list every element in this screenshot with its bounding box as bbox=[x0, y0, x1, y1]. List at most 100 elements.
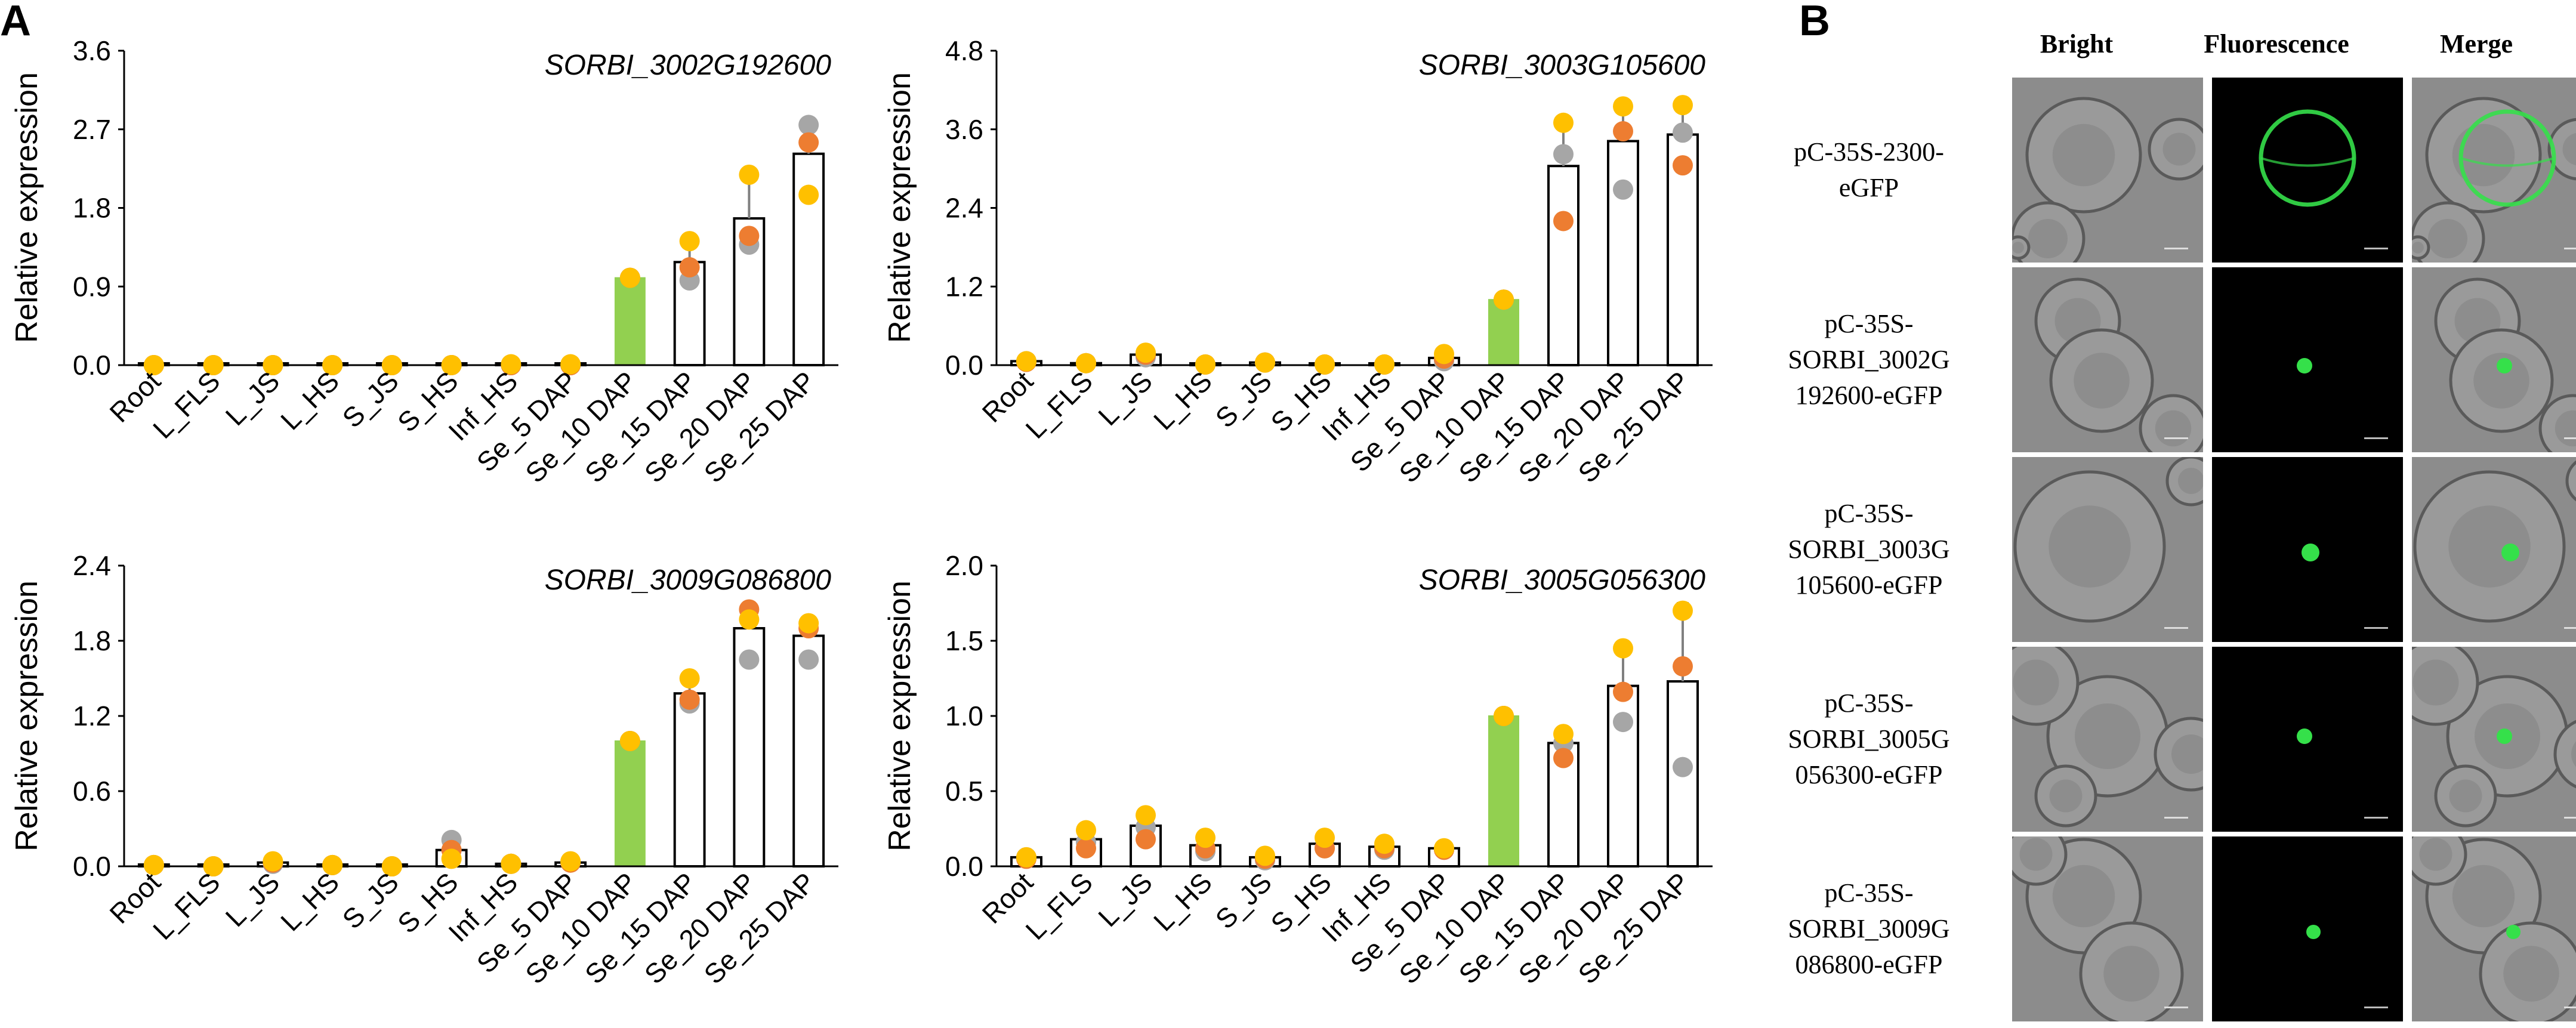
chart-2-replicate-dot-yellow bbox=[1374, 354, 1395, 375]
chart-1-y-tick-label: 0.9 bbox=[73, 271, 111, 302]
construct-label-line: 105600-eGFP bbox=[1795, 570, 1943, 600]
chart-4-replicate-dot-yellow bbox=[1494, 706, 1514, 726]
chart-1-bar-se-10-dap bbox=[614, 277, 646, 366]
bright-cell-row-2 bbox=[2012, 267, 2203, 452]
chart-2-x-tick-label: L_HS bbox=[1147, 365, 1218, 436]
chart-3-y-axis-label: Relative expression bbox=[10, 581, 44, 851]
chart-3-bar-se-10-dap bbox=[614, 740, 646, 867]
construct-label-line: pC-35S- bbox=[1824, 309, 1914, 338]
merge-image bbox=[2412, 78, 2576, 263]
chart-4-replicate-dot-orange bbox=[1076, 838, 1096, 859]
chart-2-y-tick-label: 4.8 bbox=[945, 35, 983, 66]
chart-4-replicate-dot-yellow bbox=[1553, 724, 1574, 745]
chart-2-y-tick-label: 2.4 bbox=[945, 193, 983, 224]
chart-1-replicate-dot-yellow bbox=[798, 184, 819, 205]
merge-cell-row-1 bbox=[2412, 78, 2576, 263]
chart-4-y-tick-label: 1.0 bbox=[945, 700, 983, 731]
chart-4-replicate-dot-yellow bbox=[1136, 805, 1156, 826]
merge-cell-row-4 bbox=[2412, 647, 2576, 832]
construct-label-line: pC-35S- bbox=[1824, 499, 1914, 528]
chart-1-replicate-dot-orange bbox=[798, 132, 819, 153]
chart-2-replicate-dot-yellow bbox=[1255, 352, 1275, 373]
merge-image bbox=[2412, 457, 2576, 642]
chart-3-replicate-dot-yellow bbox=[381, 856, 402, 876]
chart-1-replicate-dot-yellow bbox=[619, 267, 640, 288]
chart-2-x-tick-label: L_JS bbox=[1092, 365, 1158, 431]
chart-4-x-tick-label: L_FLS bbox=[1019, 866, 1099, 946]
chart-3-replicate-dot-yellow bbox=[798, 613, 819, 634]
chart-4-replicate-dot-yellow bbox=[1195, 828, 1215, 848]
chart-3-bar-se-15-dap bbox=[673, 692, 706, 868]
merge-cell-row-5 bbox=[2412, 836, 2576, 1021]
chart-2-replicate-dot-yellow bbox=[1076, 353, 1096, 373]
chart-2-replicate-dot-yellow bbox=[1434, 344, 1454, 365]
bright-image bbox=[2012, 78, 2203, 263]
chart-3-x-tick-label: S_JS bbox=[336, 866, 405, 935]
chart-2-bar-se-15-dap bbox=[1547, 165, 1579, 366]
merge-image bbox=[2412, 836, 2576, 1021]
chart-4-replicate-dot-orange bbox=[1613, 681, 1633, 702]
chart-4-bar-se-10-dap bbox=[1488, 715, 1519, 867]
chart-4-x-tick-label: L_JS bbox=[1092, 866, 1158, 933]
chart-3-replicate-dot-yellow bbox=[203, 856, 224, 876]
chart-1-replicate-dot-yellow bbox=[560, 354, 581, 375]
chart-2-replicate-dot-yellow bbox=[1553, 112, 1574, 133]
chart-2-y-tick-label: 3.6 bbox=[945, 114, 983, 145]
chart-4-x-tick-label: L_HS bbox=[1147, 866, 1218, 937]
construct-label-2: pC-35S- SORBI_3002G 192600-eGFP bbox=[1761, 306, 1976, 413]
bright-image bbox=[2012, 267, 2203, 452]
chart-4-replicate-dot-gray bbox=[1613, 712, 1633, 733]
chart-3-replicate-dot-yellow bbox=[739, 609, 760, 630]
chart-2-replicate-dot-orange bbox=[1673, 155, 1693, 176]
merge-image bbox=[2412, 647, 2576, 832]
construct-label-1: pC-35S-2300- eGFP bbox=[1761, 134, 1976, 206]
construct-label-line: 192600-eGFP bbox=[1795, 381, 1943, 410]
panel-a-letter: A bbox=[0, 0, 31, 45]
chart-4-replicate-dot-yellow bbox=[1255, 845, 1275, 866]
chart-4-x-tick-label: S_JS bbox=[1210, 866, 1278, 935]
fluorescence-image bbox=[2212, 78, 2403, 263]
chart-2-replicate-dot-yellow bbox=[1136, 342, 1156, 363]
fluorescence-cell-row-5 bbox=[2212, 836, 2403, 1021]
chart-3-title: SORBI_3009G086800 bbox=[545, 564, 832, 596]
chart-2-replicate-dot-yellow bbox=[1016, 351, 1036, 372]
chart-1-y-tick-label: 0.0 bbox=[73, 350, 111, 381]
bright-cell-row-1 bbox=[2012, 78, 2203, 263]
fluorescence-image bbox=[2212, 836, 2403, 1021]
chart-4-replicate-dot-yellow bbox=[1613, 638, 1633, 659]
construct-label-line: SORBI_3003G bbox=[1788, 535, 1950, 564]
chart-2-replicate-dot-orange bbox=[1553, 211, 1574, 231]
chart-3-y-tick-label: 1.8 bbox=[73, 625, 111, 656]
fluorescence-image bbox=[2212, 647, 2403, 832]
bright-cell-row-5 bbox=[2012, 836, 2203, 1021]
chart-3-replicate-dot-yellow bbox=[143, 854, 164, 875]
bright-cell-row-4 bbox=[2012, 647, 2203, 832]
construct-label-line: eGFP bbox=[1838, 173, 1899, 202]
construct-label-line: 056300-eGFP bbox=[1795, 760, 1943, 789]
chart-2-bar-se-20-dap bbox=[1607, 140, 1639, 366]
chart-1-replicate-dot-yellow bbox=[322, 355, 343, 375]
chart-1-x-tick-label: L_FLS bbox=[147, 365, 226, 444]
chart-1-replicate-dot-yellow bbox=[381, 355, 402, 375]
chart-2-x-tick-label: L_FLS bbox=[1019, 365, 1099, 444]
chart-1-y-tick-label: 3.6 bbox=[73, 35, 111, 66]
chart-2-title: SORBI_3003G105600 bbox=[1419, 50, 1706, 81]
chart-4-y-tick-label: 0.0 bbox=[945, 851, 983, 882]
chart-3-replicate-dot-yellow bbox=[679, 668, 700, 689]
fluorescence-cell-row-2 bbox=[2212, 267, 2403, 452]
construct-label-4: pC-35S- SORBI_3005G 056300-eGFP bbox=[1761, 686, 1976, 793]
chart-4-replicate-dot-yellow bbox=[1374, 833, 1395, 854]
chart-3-replicate-dot-yellow bbox=[441, 848, 462, 869]
chart-1-replicate-dot-yellow bbox=[263, 355, 283, 375]
subcellular-localization-panel: Bright Fluorescence Merge pC-35S-2300- eG… bbox=[1788, 18, 2576, 1026]
merge-image bbox=[2412, 267, 2576, 452]
chart-2-y-tick-label: 0.0 bbox=[945, 350, 983, 381]
chart-1-replicate-dot-yellow bbox=[441, 355, 462, 375]
fluorescence-cell-row-1 bbox=[2212, 78, 2403, 263]
chart-3-replicate-dot-gray bbox=[739, 649, 760, 670]
chart-1-x-tick-label: L_JS bbox=[220, 365, 286, 431]
chart-1-x-tick-label: L_HS bbox=[274, 365, 345, 436]
chart-1-replicate-dot-yellow bbox=[143, 355, 164, 375]
chart-3-replicate-dot-gray bbox=[798, 649, 819, 670]
chart-1-replicate-dot-yellow bbox=[501, 354, 522, 375]
